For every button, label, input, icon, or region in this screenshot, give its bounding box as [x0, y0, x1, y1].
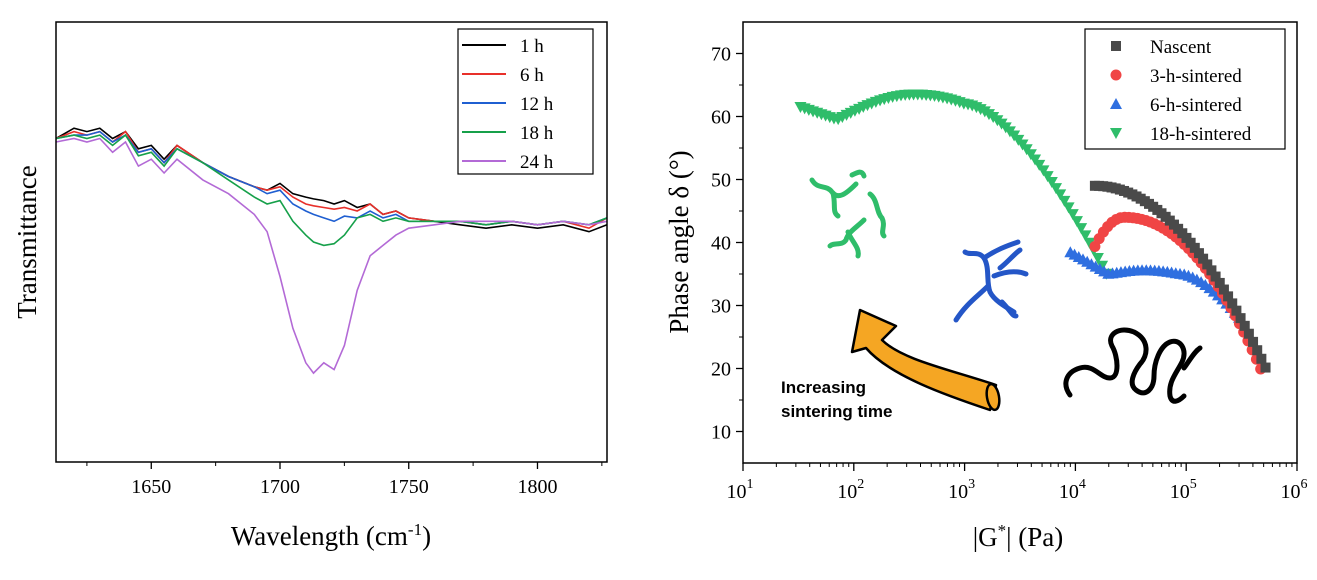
rheology-x-tick-label: 106	[1281, 477, 1308, 503]
ftir-legend-label: 6 h	[520, 65, 544, 86]
ftir-y-axis-title: Transmittance	[12, 165, 42, 318]
rheology-data-point	[1223, 291, 1234, 302]
rheology-decor-molecules	[809, 169, 1203, 404]
ftir-series-line	[55, 133, 608, 247]
rheology-data-point	[1075, 223, 1088, 235]
rheology-x-tick-label: 102	[837, 477, 864, 503]
rheology-data-point	[1066, 209, 1079, 221]
rheology-legend-label: 6-h-sintered	[1150, 95, 1242, 116]
rheology-markers	[794, 89, 1271, 375]
rheology-data-point	[1062, 202, 1075, 214]
ftir-panel: 1650 1700 1750 1800 1 h 6 h 12 h 18 h 24 h Wave…	[12, 21, 608, 551]
rheology-data-point	[1256, 353, 1267, 364]
ftir-lines	[55, 127, 608, 375]
rheology-data-point	[1227, 298, 1238, 309]
rheology-y-tick-label: 60	[711, 107, 731, 129]
rheology-data-point	[1218, 284, 1229, 295]
rheology-x-tick-label: 104	[1059, 477, 1086, 503]
rheology-data-point	[1083, 237, 1096, 249]
rheology-y-tick-label: 50	[711, 170, 731, 192]
ftir-legend-label: 24 h	[520, 152, 554, 173]
rheology-data-point	[1045, 177, 1058, 189]
rheology-legend-marker	[1110, 69, 1122, 81]
ftir-x-tick-label: 1650	[131, 476, 171, 498]
rheology-legend: Nascent 3-h-sintered 6-h-sintered 18-h-sint…	[1084, 28, 1286, 150]
rheology-data-point	[1054, 189, 1067, 201]
short-chain-molecule-icon	[809, 169, 887, 259]
rheology-x-tick-label: 103	[948, 477, 975, 503]
ftir-legend-label: 12 h	[520, 94, 554, 115]
rheology-legend-label: 18-h-sintered	[1150, 124, 1252, 145]
ftir-x-axis-title: Wavelength (cm-1)	[231, 520, 431, 551]
annotation-line-1: Increasing	[781, 378, 866, 397]
rheology-data-point	[1231, 305, 1242, 316]
rheology-data-point	[1050, 183, 1063, 195]
rheology-data-point	[1189, 242, 1200, 253]
ftir-legend-label: 1 h	[520, 36, 544, 57]
rheology-legend-marker	[1110, 98, 1122, 109]
rheology-data-point	[1214, 277, 1225, 288]
rheology-data-point	[1202, 259, 1213, 270]
rheology-data-point	[1070, 216, 1083, 228]
rheology-data-point	[1198, 253, 1209, 264]
rheology-x-tick-label: 101	[727, 477, 754, 503]
ftir-x-tick-label: 1750	[389, 476, 429, 498]
rheology-x-tick-label: 105	[1170, 477, 1197, 503]
rheology-y-tick-label: 70	[711, 44, 731, 66]
ftir-x-tick-label: 1800	[517, 476, 557, 498]
rheology-data-point	[1210, 271, 1221, 282]
rheology-data-point	[1206, 265, 1217, 276]
ftir-series-line	[55, 127, 608, 233]
rheology-y-ticks: 10 20 30 40 50 60 70	[711, 44, 743, 444]
rheology-y-tick-label: 20	[711, 359, 731, 381]
rheology-data-point	[1252, 345, 1263, 356]
rheology-legend-marker	[1110, 128, 1122, 139]
rheology-data-point	[1041, 171, 1054, 183]
rheology-legend-marker	[1111, 41, 1121, 51]
rheology-data-point	[1260, 362, 1271, 373]
rheology-legend-label: 3-h-sintered	[1150, 66, 1242, 87]
rheology-y-axis-title: Phase angle δ (°)	[664, 150, 694, 333]
rheology-x-axis-title: |G*| (Pa)	[973, 521, 1064, 552]
ftir-x-ticks: 1650 1700 1750 1800	[86, 462, 603, 498]
rheology-legend-label: Nascent	[1150, 37, 1212, 58]
rheology-y-tick-label: 40	[711, 233, 731, 255]
rheology-data-point	[1243, 328, 1254, 339]
rheology-data-point	[1239, 320, 1250, 331]
rheology-x-ticks: 101 102 103 104 105 106	[727, 463, 1308, 503]
annotation-line-2: sintering time	[781, 402, 892, 421]
ftir-x-tick-label: 1700	[260, 476, 300, 498]
ftir-legend-box	[457, 28, 594, 175]
increasing-sintering-arrow-icon	[850, 308, 1001, 412]
rheology-data-point	[1235, 313, 1246, 324]
rheology-data-point	[1033, 159, 1046, 171]
rheology-data-point	[1037, 165, 1050, 177]
rheology-y-tick-label: 10	[711, 422, 731, 444]
rheology-data-point	[1185, 237, 1196, 248]
rheology-data-point	[1058, 195, 1071, 207]
rheology-data-point	[1091, 252, 1104, 264]
ftir-plot-frame	[55, 21, 608, 463]
rheology-data-point	[1193, 248, 1204, 259]
rheology-y-tick-label: 30	[711, 296, 731, 318]
rheology-data-point	[1079, 230, 1092, 242]
ftir-series-line	[55, 137, 608, 375]
ftir-legend: 1 h 6 h 12 h 18 h 24 h	[457, 28, 594, 175]
long-chain-molecule-icon	[1063, 327, 1203, 404]
ftir-legend-label: 18 h	[520, 123, 554, 144]
rheology-panel: Increasing sintering time 101 102 103 104 10…	[664, 21, 1308, 552]
rheology-data-point	[1248, 336, 1259, 347]
branched-chain-molecule-icon	[953, 239, 1029, 323]
rheology-data-point	[1096, 260, 1109, 272]
